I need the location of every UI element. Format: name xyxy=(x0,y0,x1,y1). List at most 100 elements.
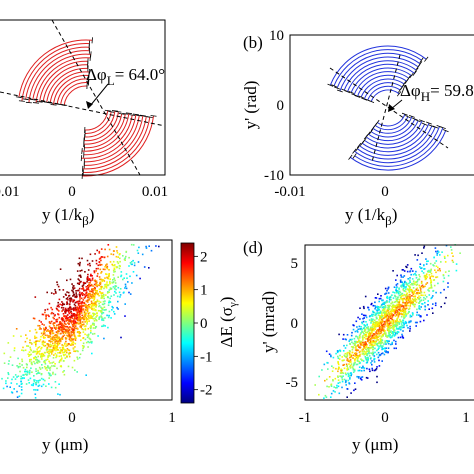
panel-a-arrowhead xyxy=(86,101,93,109)
panel-d-point xyxy=(371,326,374,329)
panel-d-point xyxy=(379,323,381,325)
panel-c-point xyxy=(76,300,78,303)
panel-d-point xyxy=(389,343,392,346)
panel-c-point xyxy=(49,348,51,351)
panel-d-point xyxy=(382,335,384,337)
panel-c-point xyxy=(36,380,38,382)
panel-c-point xyxy=(55,356,57,359)
panel-d-point xyxy=(394,324,397,326)
panel-a-trace-end xyxy=(122,112,129,115)
panel-c-point xyxy=(98,317,100,319)
panel-a-trace-end xyxy=(115,111,122,113)
panel-c-point xyxy=(66,314,69,316)
panel-c-point xyxy=(93,286,96,289)
panel-b-trace-end xyxy=(406,75,411,81)
panel-d-point xyxy=(369,370,371,373)
panel-d-point xyxy=(383,303,386,305)
panel-c-point xyxy=(49,350,51,353)
panel-d-point xyxy=(416,291,418,294)
panel-c-point xyxy=(92,318,95,320)
panel-c-point xyxy=(77,335,80,337)
panel-c-point xyxy=(56,340,58,342)
panel-d-point xyxy=(386,325,388,327)
panel-c-point xyxy=(72,290,74,293)
panel-a-trace xyxy=(28,50,90,103)
panel-d-point xyxy=(336,351,339,354)
panel-d-point xyxy=(366,359,368,361)
panel-d-point xyxy=(403,324,405,327)
panel-d-point xyxy=(416,311,418,314)
panel-c-point xyxy=(68,312,71,315)
panel-c-point xyxy=(36,358,38,361)
panel-c-point xyxy=(77,262,80,265)
panel-c-point xyxy=(85,325,87,327)
panel-c-point xyxy=(87,333,90,336)
panel-c-point xyxy=(45,367,47,369)
panel-d-point xyxy=(390,317,393,320)
panel-d-point xyxy=(388,301,391,303)
panel-d-point xyxy=(372,318,374,321)
panel-c-point xyxy=(72,344,74,346)
panel-d-point xyxy=(378,324,380,327)
panel-d-point xyxy=(412,314,414,316)
panel-d-point xyxy=(339,349,341,352)
panel-d-point xyxy=(349,359,352,361)
panel-d-point xyxy=(358,334,361,337)
panel-c-point xyxy=(112,260,115,263)
panel-b-trace-end xyxy=(421,122,428,126)
panel-d-point xyxy=(444,257,446,259)
panel-c-point xyxy=(119,265,121,267)
panel-c-point xyxy=(53,349,55,351)
panel-d-point xyxy=(423,319,425,322)
panel-d-point xyxy=(428,294,431,296)
panel-d-point xyxy=(409,295,411,298)
panel-c-point xyxy=(63,320,66,323)
panel-d-point xyxy=(396,321,399,324)
panel-d-point xyxy=(381,347,384,349)
panel-c-point xyxy=(92,322,94,325)
panel-d-point xyxy=(428,308,430,310)
panel-c-point xyxy=(89,253,92,256)
panel-d-point xyxy=(384,330,386,332)
panel-a-trace xyxy=(18,39,93,98)
panel-d-point xyxy=(362,360,365,362)
panel-d-point xyxy=(407,327,409,329)
panel-d-point xyxy=(346,334,349,336)
panel-d-point xyxy=(376,312,379,314)
panel-c-point xyxy=(68,332,71,335)
panel-c-point xyxy=(58,338,61,340)
panel-d-point xyxy=(419,288,422,290)
panel-d-point xyxy=(398,328,400,330)
panel-c-point xyxy=(43,345,46,347)
panel-d-point xyxy=(412,284,414,286)
panel-d-point xyxy=(416,321,418,324)
panel-c-point xyxy=(32,384,34,387)
panel-c-point xyxy=(17,375,20,377)
panel-d-point xyxy=(430,280,432,283)
panel-d-point xyxy=(385,292,388,295)
panel-c-point xyxy=(61,336,64,339)
panel-d-point xyxy=(341,359,344,362)
panel-d-point xyxy=(346,368,348,370)
panel-d-point xyxy=(344,338,347,340)
panel-d-point xyxy=(378,347,380,349)
panel-d-point xyxy=(353,358,356,361)
panel-c-point xyxy=(29,341,31,344)
panel-c-point xyxy=(104,286,106,288)
panel-d-point xyxy=(430,297,432,300)
panel-d-point xyxy=(386,341,389,344)
panel-c-point xyxy=(25,370,27,373)
panel-c-point xyxy=(65,309,68,311)
panel-d-point xyxy=(411,291,414,294)
panel-b-trace-end xyxy=(442,129,449,133)
panel-c-point xyxy=(49,346,51,348)
panel-d-point xyxy=(413,292,415,294)
panel-c-point xyxy=(61,346,64,349)
panel-d-point xyxy=(360,340,362,343)
panel-c-point xyxy=(45,349,48,351)
panel-c-point xyxy=(52,336,54,339)
panel-d-point xyxy=(327,368,329,370)
panel-d-point xyxy=(346,354,349,357)
panel-d-point xyxy=(371,313,373,316)
panel-d-point xyxy=(403,323,405,325)
